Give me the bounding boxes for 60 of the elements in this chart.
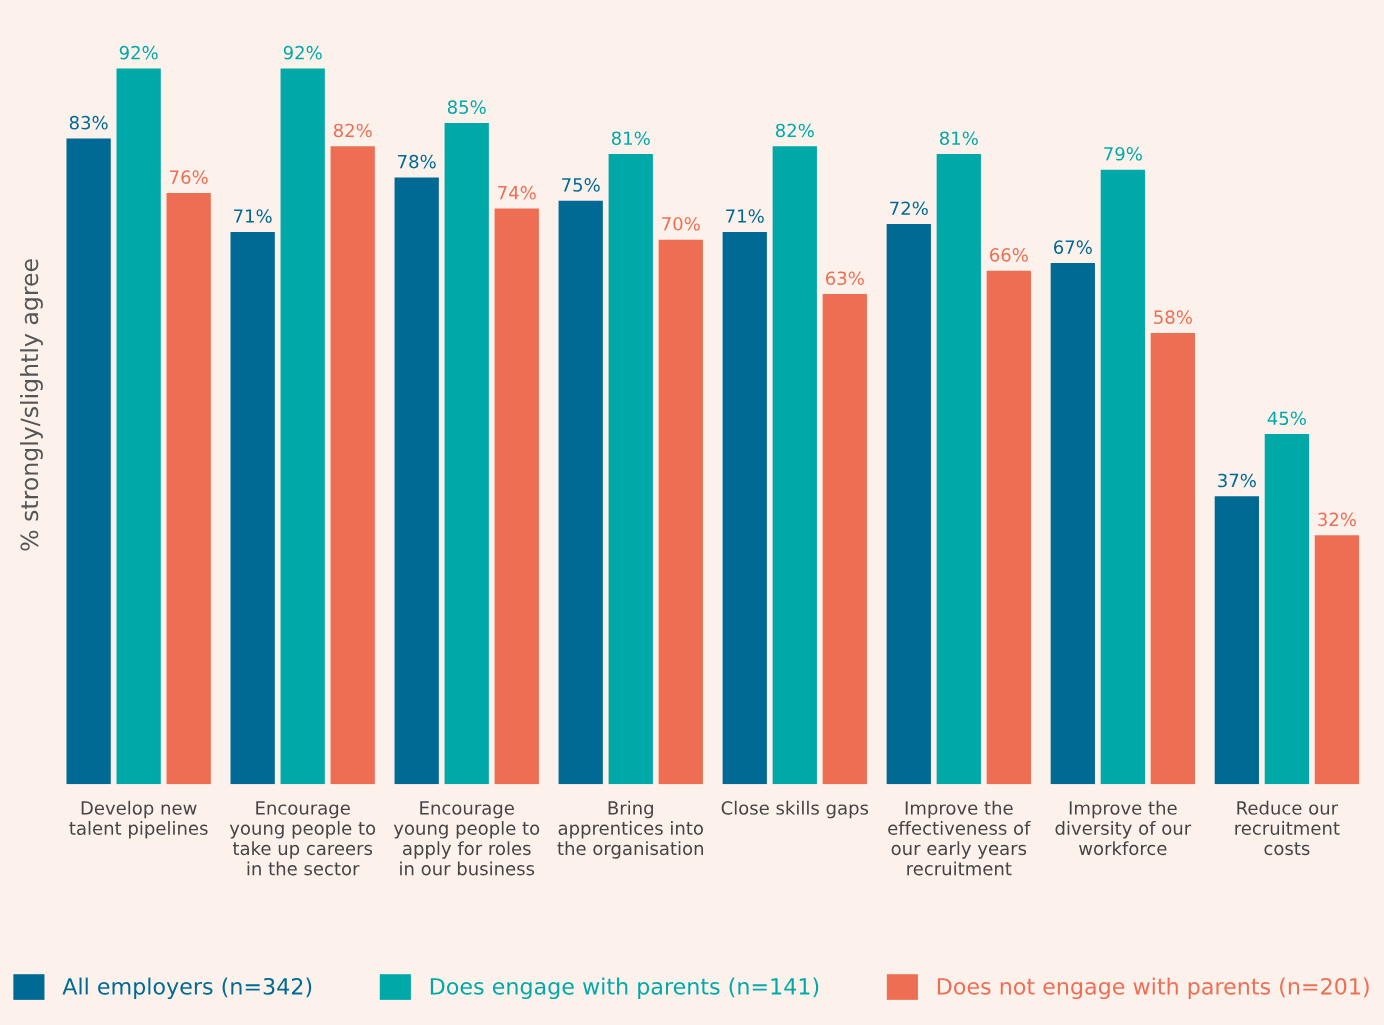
data-label: 66% (990, 248, 1028, 262)
bar (1050, 263, 1095, 785)
bar (722, 231, 767, 785)
x-tick-label: Improve the effectiveness of our early years recruitment (888, 800, 1031, 876)
bar (558, 200, 603, 785)
bar (394, 177, 439, 785)
y-axis-title: % strongly/slightly agree (20, 259, 43, 551)
bar (1314, 535, 1360, 785)
bar (1150, 333, 1196, 785)
bar (66, 138, 111, 785)
x-tick-label: Bring apprentices into the organisation (557, 800, 703, 859)
data-label: 76% (170, 170, 208, 184)
data-label: 78% (398, 154, 436, 169)
bar (116, 68, 161, 785)
data-label: 37% (1218, 473, 1256, 488)
bar (280, 68, 325, 785)
data-label: 82% (775, 123, 814, 138)
x-tick-label: Reduce our recruitment costs (1235, 800, 1340, 856)
bar (1264, 434, 1310, 785)
bar (772, 146, 817, 785)
bar (444, 123, 489, 785)
bar (886, 224, 931, 785)
data-label: 81% (939, 131, 978, 146)
data-label: 92% (283, 45, 322, 60)
data-label: 67% (1054, 240, 1092, 254)
bar (166, 193, 211, 785)
bar (1214, 496, 1259, 785)
data-label: 92% (119, 45, 158, 60)
data-label: 71% (234, 209, 272, 223)
data-label: 58% (1154, 310, 1192, 324)
bar (608, 154, 653, 785)
data-label: 81% (611, 131, 650, 146)
bar (1100, 169, 1145, 785)
x-tick-label: Encourage young people to take up careers in the sector (229, 801, 376, 876)
data-label: 45% (1267, 411, 1306, 426)
bar (986, 270, 1031, 785)
data-label: 75% (562, 178, 600, 192)
data-label: 32% (1318, 512, 1356, 527)
bar (330, 146, 375, 785)
bar (494, 208, 539, 785)
data-label: 82% (333, 123, 372, 138)
data-label: 79% (1104, 146, 1142, 161)
data-label: 83% (69, 115, 108, 130)
x-tick-label: Close skills gaps (721, 800, 869, 819)
bar (936, 154, 981, 785)
bar (658, 239, 703, 785)
data-label: 71% (726, 209, 764, 223)
bar (822, 294, 867, 785)
legend-label: All employers (n=342) (62, 977, 312, 1000)
data-label: 74% (498, 185, 536, 200)
data-label: 70% (662, 216, 700, 231)
data-label: 63% (826, 271, 864, 286)
data-label: 72% (890, 201, 928, 216)
x-tick-label: Encourage young people to apply for roles in our business (393, 801, 540, 876)
data-label: 85% (447, 100, 486, 114)
legend-label: Does engage with parents (n=141) (430, 977, 819, 1000)
legend-label: Does not engage with parents (n=201) (937, 977, 1369, 1000)
x-tick-label: Improve the diversity of our workforce (1055, 800, 1192, 856)
x-tick-label: Develop new talent pipelines (69, 800, 208, 839)
bar (230, 231, 275, 785)
